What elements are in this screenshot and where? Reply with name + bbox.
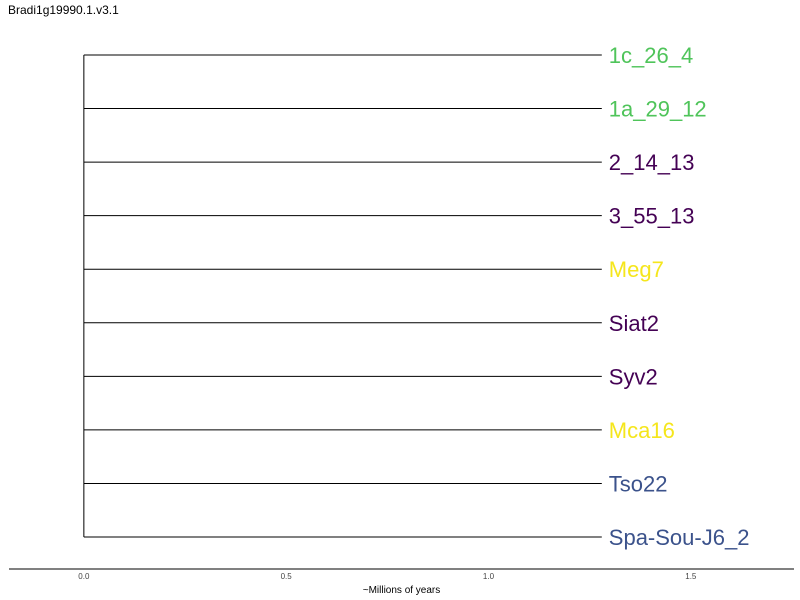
tree-title: Bradi1g19990.1.v3.1 xyxy=(8,3,119,17)
leaf-label: 3_55_13 xyxy=(609,204,695,229)
leaf-label: Tso22 xyxy=(609,471,668,496)
tick-label: 0.5 xyxy=(281,572,293,581)
leaf-label: Mca16 xyxy=(609,418,675,443)
tick-label: 0.0 xyxy=(78,572,90,581)
leaf-labels: 1c_26_4 1a_29_12 2_14_13 3_55_13 Meg7 Siat2 Sy… xyxy=(609,43,750,550)
axis-ticks: 0.0 0.5 1.0 1.5 xyxy=(78,572,697,581)
leaf-label: 1a_29_12 xyxy=(609,97,707,122)
leaf-label: 1c_26_4 xyxy=(609,43,693,68)
leaf-label: Siat2 xyxy=(609,311,659,336)
tick-label: 1.0 xyxy=(483,572,495,581)
leaf-label: 2_14_13 xyxy=(609,150,695,175)
leaf-label: Meg7 xyxy=(609,257,664,282)
time-axis: 0.0 0.5 1.0 1.5 ~Millions of years xyxy=(9,568,794,596)
leaf-label: Syv2 xyxy=(609,364,658,389)
tick-label: 1.5 xyxy=(685,572,697,581)
axis-title: ~Millions of years xyxy=(363,585,441,596)
leaf-label: Spa-Sou-J6_2 xyxy=(609,525,750,550)
tree-branches xyxy=(83,54,602,538)
